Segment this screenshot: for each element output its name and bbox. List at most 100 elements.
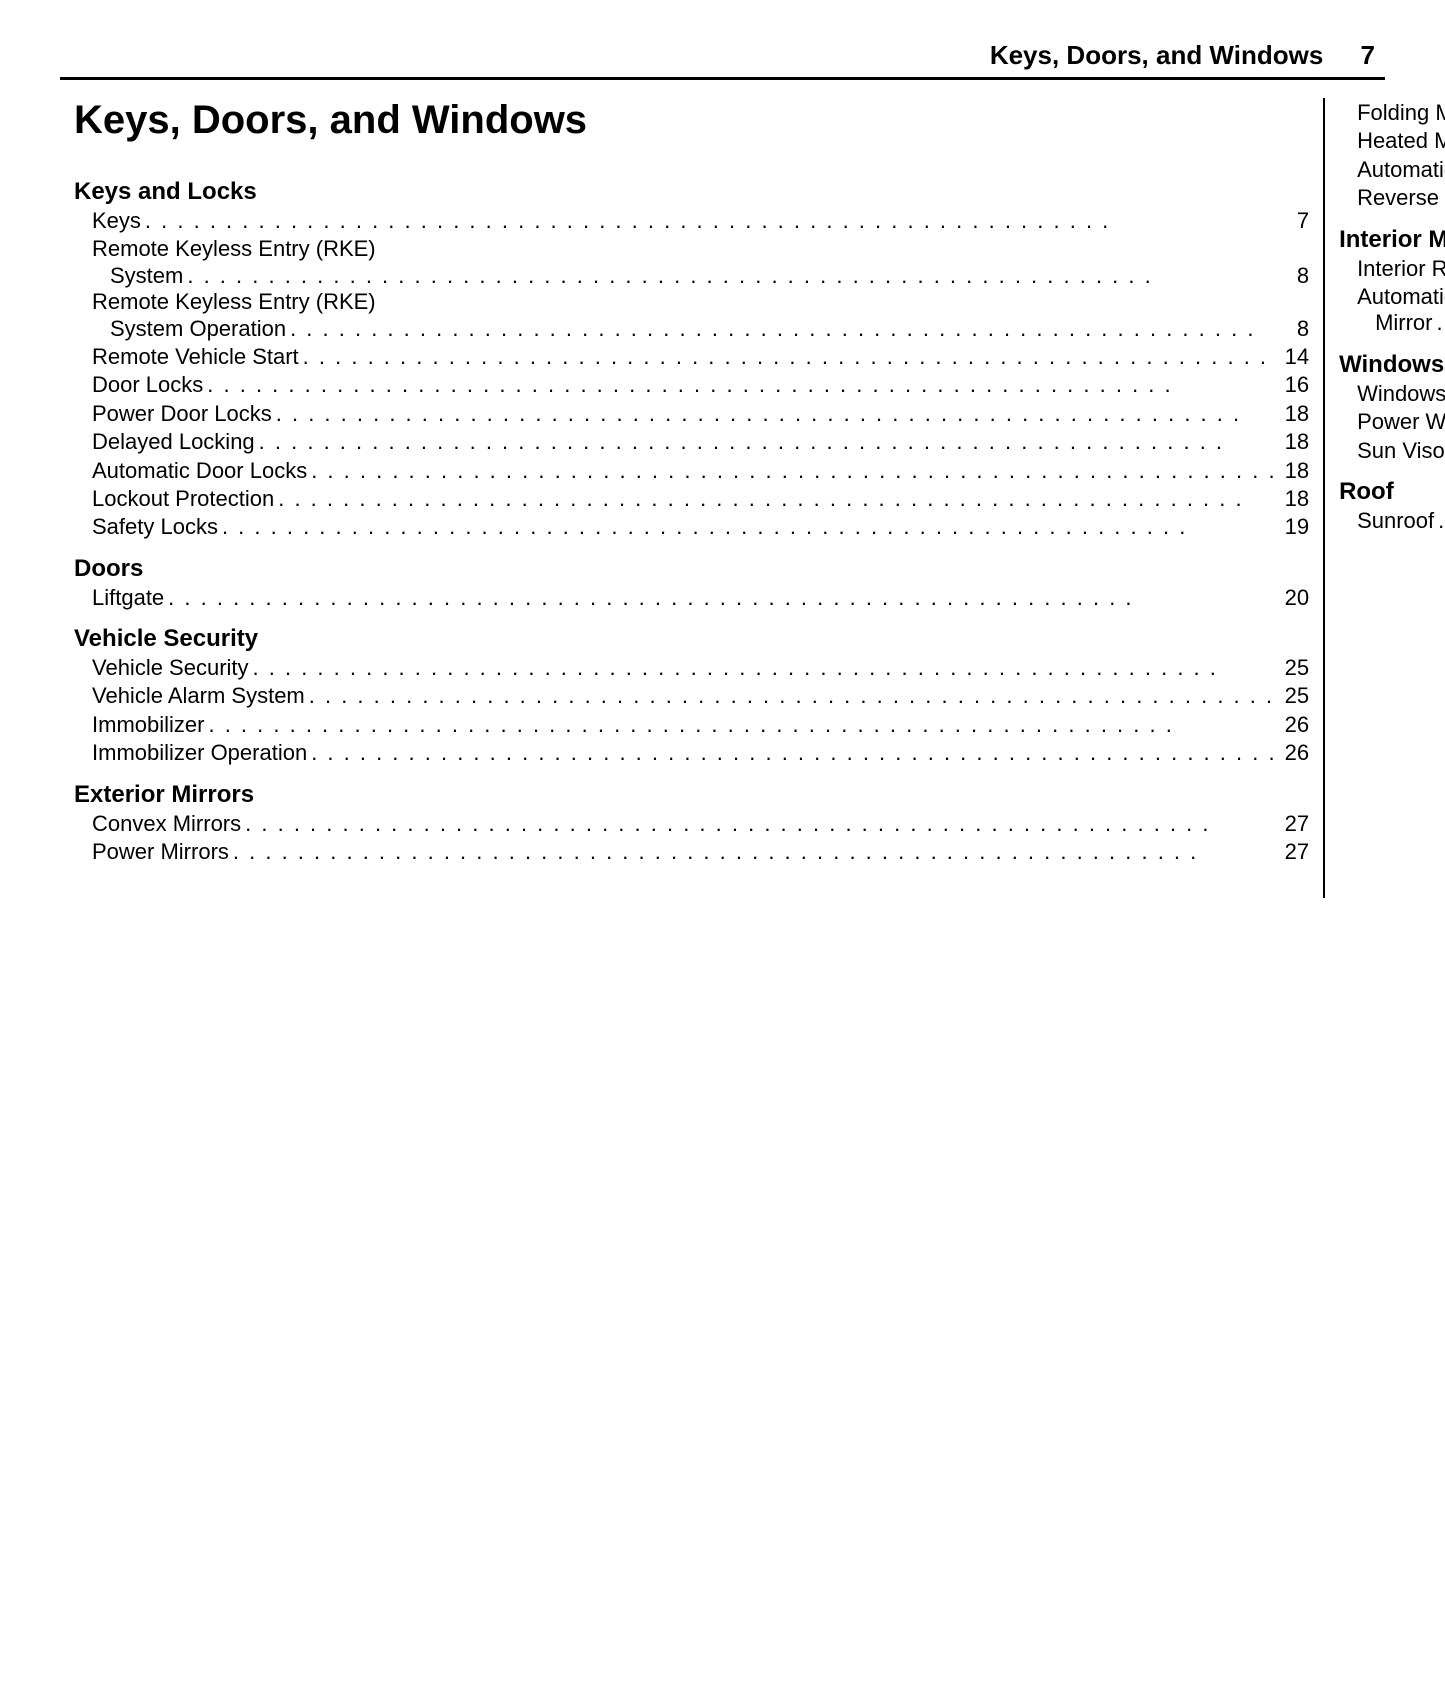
toc-label: Power Mirrors — [92, 839, 229, 865]
toc-page: 20 — [1281, 585, 1309, 611]
toc-entry: Reverse Tilt Mirrors 28 — [1339, 185, 1445, 211]
toc-section-exterior-mirrors: Exterior Mirrors — [74, 781, 1309, 809]
toc-entry: Keys 7 — [74, 208, 1309, 234]
toc-label: Sun Visors — [1357, 438, 1445, 464]
leader-dots — [203, 372, 1280, 398]
leader-dots — [183, 263, 1292, 289]
toc-label: Keys — [92, 208, 141, 234]
manual-page: Keys, Doors, and Windows 7 Keys, Doors, … — [0, 0, 1445, 965]
toc-section-roof: Roof — [1339, 478, 1445, 506]
toc-entry: Lockout Protection 18 — [74, 486, 1309, 512]
toc-section-doors: Doors — [74, 555, 1309, 583]
leader-dots — [272, 401, 1281, 427]
toc-label: Mirror — [1375, 310, 1432, 336]
toc-section-keys-and-locks: Keys and Locks — [74, 178, 1309, 206]
running-header-page-number: 7 — [1361, 40, 1375, 70]
toc-label: Convex Mirrors — [92, 811, 241, 837]
toc-page: 14 — [1281, 344, 1309, 370]
toc-label: Liftgate — [92, 585, 164, 611]
toc-entry: Remote Keyless Entry (RKE) System Operat… — [74, 289, 1309, 342]
running-header-title: Keys, Doors, and Windows — [990, 40, 1323, 70]
toc-label: Remote Keyless Entry (RKE) — [92, 236, 1309, 262]
toc-page: 19 — [1281, 514, 1309, 540]
leader-dots — [204, 712, 1280, 738]
column-2: Folding Mirrors 28 Heated Mirrors 28 Aut… — [1323, 98, 1445, 898]
toc-entry: Power Door Locks 18 — [74, 401, 1309, 427]
toc-page: 8 — [1293, 263, 1309, 289]
toc-section-windows: Windows — [1339, 351, 1445, 379]
toc-label: Automatic Door Locks — [92, 458, 307, 484]
toc-label: Door Locks — [92, 372, 203, 398]
toc-page: 18 — [1281, 458, 1309, 484]
leader-dots — [305, 683, 1281, 709]
toc-page: 25 — [1281, 655, 1309, 681]
toc-entry: Safety Locks 19 — [74, 514, 1309, 540]
toc-page: 18 — [1281, 486, 1309, 512]
toc-label: Vehicle Security — [92, 655, 249, 681]
toc-entry: Remote Vehicle Start 14 — [74, 344, 1309, 370]
toc-label: Power Windows — [1357, 409, 1445, 435]
leader-dots — [255, 429, 1281, 455]
toc-label: Remote Keyless Entry (RKE) — [92, 289, 1309, 315]
column-1: Keys, Doors, and Windows Keys and Locks … — [60, 98, 1323, 898]
toc-entry: Door Locks 16 — [74, 372, 1309, 398]
running-header: Keys, Doors, and Windows 7 — [60, 40, 1385, 71]
toc-label: Safety Locks — [92, 514, 218, 540]
toc-label: Folding Mirrors — [1357, 100, 1445, 126]
toc-label: Immobilizer — [92, 712, 204, 738]
leader-dots — [241, 811, 1280, 837]
toc-label: Vehicle Alarm System — [92, 683, 305, 709]
toc-page: 8 — [1293, 316, 1309, 342]
header-rule — [60, 77, 1385, 80]
toc-page: 27 — [1281, 839, 1309, 865]
toc-entry: Power Mirrors 27 — [74, 839, 1309, 865]
leader-dots — [274, 486, 1280, 512]
leader-dots — [141, 208, 1293, 234]
toc-label: Automatic Dimming Rearview — [1357, 284, 1445, 310]
toc-entry: Sun Visors 31 — [1339, 438, 1445, 464]
toc-entry: Interior Rearview Mirrors 28 — [1339, 256, 1445, 282]
toc-label: Heated Mirrors — [1357, 128, 1445, 154]
leader-dots — [307, 458, 1280, 484]
toc-entry: Convex Mirrors 27 — [74, 811, 1309, 837]
toc-label: Power Door Locks — [92, 401, 272, 427]
toc-page: 26 — [1281, 740, 1309, 766]
toc-label: Delayed Locking — [92, 429, 255, 455]
toc-page: 18 — [1281, 401, 1309, 427]
toc-entry: Vehicle Security 25 — [74, 655, 1309, 681]
leader-dots — [1434, 508, 1445, 534]
toc-entry: Sunroof 31 — [1339, 508, 1445, 534]
toc-entry: Windows 29 — [1339, 381, 1445, 407]
toc-entry: Vehicle Alarm System 25 — [74, 683, 1309, 709]
leader-dots — [1433, 310, 1445, 336]
leader-dots — [229, 839, 1281, 865]
toc-label: Automatic Dimming Mirror — [1357, 157, 1445, 183]
toc-entry: Automatic Dimming Mirror 28 — [1339, 157, 1445, 183]
toc-entry: Delayed Locking 18 — [74, 429, 1309, 455]
toc-entry: Automatic Door Locks 18 — [74, 458, 1309, 484]
toc-entry: Automatic Dimming Rearview Mirror 28 — [1339, 284, 1445, 337]
leader-dots — [164, 585, 1280, 611]
toc-page: 25 — [1281, 683, 1309, 709]
toc-entry: Folding Mirrors 28 — [1339, 100, 1445, 126]
toc-label: Sunroof — [1357, 508, 1434, 534]
toc-label: Windows — [1357, 381, 1445, 407]
toc-entry: Immobilizer Operation 26 — [74, 740, 1309, 766]
toc-page: 16 — [1281, 372, 1309, 398]
toc-label: Remote Vehicle Start — [92, 344, 299, 370]
toc-section-vehicle-security: Vehicle Security — [74, 625, 1309, 653]
leader-dots — [218, 514, 1281, 540]
toc-page: 27 — [1281, 811, 1309, 837]
toc-label: Reverse Tilt Mirrors — [1357, 185, 1445, 211]
toc-label: System — [110, 263, 183, 289]
toc-label: Immobilizer Operation — [92, 740, 307, 766]
toc-entry: Heated Mirrors 28 — [1339, 128, 1445, 154]
chapter-title: Keys, Doors, and Windows — [74, 98, 1309, 142]
toc-section-interior-mirrors: Interior Mirrors — [1339, 226, 1445, 254]
toc-entry: Power Windows 29 — [1339, 409, 1445, 435]
leader-dots — [299, 344, 1281, 370]
toc-page: 7 — [1293, 208, 1309, 234]
toc-page: 26 — [1281, 712, 1309, 738]
toc-label: Lockout Protection — [92, 486, 274, 512]
toc-label: Interior Rearview Mirrors — [1357, 256, 1445, 282]
